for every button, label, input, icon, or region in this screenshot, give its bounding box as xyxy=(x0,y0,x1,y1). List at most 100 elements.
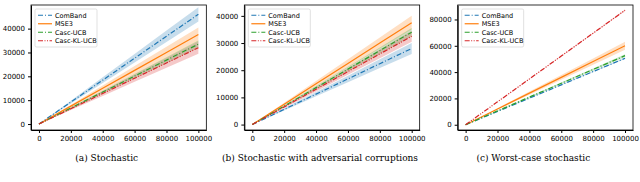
legend-label: Casc-UCB xyxy=(268,29,300,37)
legend-swatch xyxy=(38,32,52,33)
tick-mark xyxy=(28,76,31,77)
tick-label: 80000 xyxy=(156,135,178,143)
tick: 20000 xyxy=(216,67,244,75)
tick: 100000 xyxy=(612,130,639,143)
tick-label: 100000 xyxy=(399,135,426,143)
panel: 0200004000060000800001000000100002000030… xyxy=(216,5,426,143)
y-axis: 0 10000 20000 30000 40000 xyxy=(216,6,245,131)
tick-mark xyxy=(103,130,104,133)
tick-mark xyxy=(348,130,349,133)
tick-mark xyxy=(135,130,136,133)
tick-mark xyxy=(166,130,167,133)
tick-label: 0 xyxy=(464,135,468,143)
series-line xyxy=(252,23,411,125)
legend-label: Casc-UCB xyxy=(482,29,514,37)
tick-mark xyxy=(316,130,317,133)
plot-area xyxy=(252,16,411,125)
confidence-band xyxy=(252,43,411,125)
tick-mark xyxy=(39,130,40,133)
tick: 40000 xyxy=(92,130,114,143)
tick: 80000 xyxy=(369,130,391,143)
confidence-band xyxy=(252,16,411,125)
tick-label: 40000 xyxy=(429,69,451,77)
caption: (a) Stochastic xyxy=(75,153,138,163)
tick-label: 40000 xyxy=(305,135,327,143)
tick-label: 30000 xyxy=(216,40,238,48)
tick-mark xyxy=(561,130,562,133)
tick: 10000 xyxy=(3,97,31,105)
axis-line xyxy=(458,130,633,131)
series-line xyxy=(466,46,625,125)
tick-label: 40000 xyxy=(216,13,238,21)
panel: 0 20000 40000 60000 80000 100000 0 10000 20000 30… xyxy=(3,5,213,143)
legend-label: MSE3 xyxy=(55,20,73,28)
legend-swatch xyxy=(38,40,52,41)
tick-mark xyxy=(71,130,72,133)
tick: 30000 xyxy=(3,49,31,57)
tick-mark xyxy=(198,130,199,133)
plot-frame xyxy=(31,5,206,130)
legend: ComBandMSE3Casc-UCBCasc-KL-UCB xyxy=(248,9,310,47)
tick: 20000 xyxy=(3,73,31,81)
tick-mark xyxy=(455,125,458,126)
series-line xyxy=(39,14,198,124)
tick-label: 0 xyxy=(234,121,238,129)
caption: (c) Worst-case stochastic xyxy=(476,153,590,163)
series-line xyxy=(39,35,198,124)
series-line xyxy=(39,48,198,124)
legend-label: ComBand xyxy=(55,12,87,20)
legend: ComBandMSE3Casc-UCBCasc-KL-UCB xyxy=(462,9,524,47)
tick: 20000 xyxy=(60,130,82,143)
tick-mark xyxy=(455,46,458,47)
tick-label: 80000 xyxy=(429,16,451,24)
legend-label: ComBand xyxy=(482,12,514,20)
tick-label: 60000 xyxy=(124,135,146,143)
tick-label: 100000 xyxy=(612,135,639,143)
tick: 80000 xyxy=(156,130,178,143)
series-line xyxy=(39,44,198,124)
series-line xyxy=(252,48,411,124)
x-axis: 0 20000 40000 60000 80000 100000 xyxy=(32,130,213,143)
plot-area xyxy=(39,7,198,124)
tick-label: 80000 xyxy=(583,135,605,143)
caption-line: (b) Stochastic with adversarial corrupti… xyxy=(222,153,418,163)
legend-swatch xyxy=(465,40,479,41)
legend-swatch xyxy=(251,32,265,33)
tick: 40000 xyxy=(216,13,244,21)
tick-mark xyxy=(28,52,31,53)
tick: 40000 xyxy=(519,130,541,143)
tick: 20000 xyxy=(429,95,457,103)
legend-box xyxy=(248,9,310,47)
legend-label: ComBand xyxy=(268,12,300,20)
figure: 0200004000060000800001000000100002000030… xyxy=(0,0,640,182)
axis-line xyxy=(245,130,420,131)
panel: 0200004000060000800001000000200004000060… xyxy=(429,5,639,143)
tick-label: 100000 xyxy=(185,135,212,143)
x-axis: 020000400006000080000100000 xyxy=(245,130,426,143)
tick: 100000 xyxy=(399,130,426,143)
legend-label: Casc-KL-UCB xyxy=(55,37,97,45)
legend-swatch xyxy=(251,15,265,16)
legend-label: Casc-UCB xyxy=(55,29,87,37)
tick: 40000 xyxy=(305,130,327,143)
tick-mark xyxy=(241,70,244,71)
tick: 40000 xyxy=(3,25,31,33)
tick-label: 40000 xyxy=(519,135,541,143)
tick-label: 60000 xyxy=(429,43,451,51)
legend-swatch xyxy=(251,23,265,24)
legend-label: Casc-KL-UCB xyxy=(482,37,524,45)
tick: 10000 xyxy=(216,94,244,102)
tick-mark xyxy=(241,125,244,126)
series-line xyxy=(252,36,411,124)
tick: 0 xyxy=(37,130,41,143)
tick-mark xyxy=(593,130,594,133)
tick: 0 xyxy=(21,121,31,129)
axis-line xyxy=(458,6,459,131)
plot-frame xyxy=(458,5,633,130)
legend-box xyxy=(462,9,524,47)
tick-mark xyxy=(284,130,285,133)
tick: 100000 xyxy=(185,130,212,143)
tick-mark xyxy=(28,100,31,101)
plot-area xyxy=(466,10,625,125)
legend-label: Casc-KL-UCB xyxy=(268,37,310,45)
